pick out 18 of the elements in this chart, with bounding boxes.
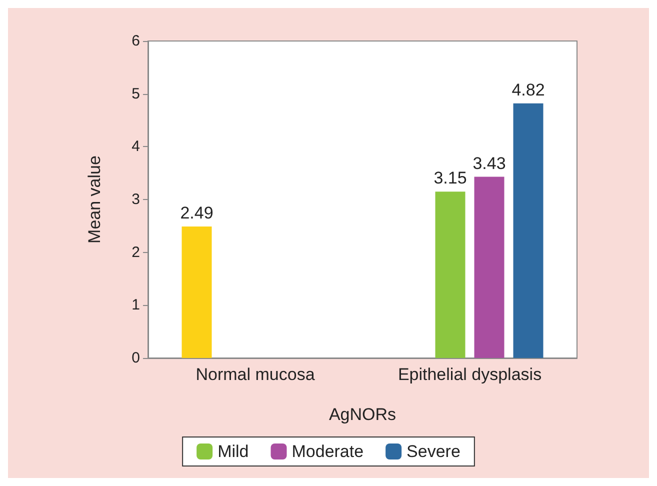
x-axis-title: AgNORs [328,405,396,424]
x-tick-label: Normal mucosa [196,365,316,384]
legend-label: Mild [218,442,249,461]
y-axis-title: Mean value [85,156,104,244]
data-label: 3.43 [472,154,506,173]
x-tick-label: Epithelial dysplasis [398,365,542,384]
y-tick-label: 3 [132,191,140,208]
data-label: 2.49 [180,203,214,222]
y-tick-label: 1 [132,296,140,314]
y-tick-label: 2 [132,244,140,261]
y-tick-label: 4 [132,138,140,156]
legend-label: Moderate [292,442,364,461]
data-label: 4.82 [512,80,545,100]
y-tick-label: 0 [132,350,140,366]
legend-label: Severe [406,442,460,461]
data-label: 3.15 [434,168,467,188]
y-tick-label: 6 [132,32,140,50]
y-tick-label: 5 [132,85,140,102]
